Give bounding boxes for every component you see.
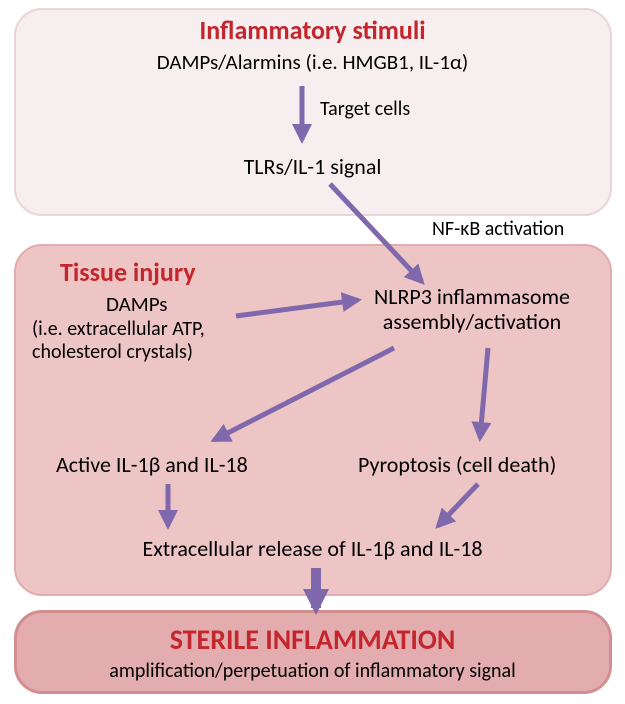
text-amplification: amplification/perpetuation of inflammato… [0,660,625,683]
title-tissue-injury: Tissue injury [60,258,196,288]
diagram-canvas: Inflammatory stimuli DAMPs/Alarmins (i.e… [0,0,625,704]
text-pyroptosis: Pyroptosis (cell death) [358,452,556,477]
text-nfkb-activation: NF-κB activation [432,218,564,241]
text-tlr-signal: TLRs/IL-1 signal [0,154,625,179]
text-release: Extracellular release of IL-1β and IL-18 [0,536,625,561]
text-target-cells: Target cells [320,98,410,121]
text-active-il: Active IL-1β and IL-18 [56,452,248,477]
text-damps-alarmins: DAMPs/Alarmins (i.e. HMGB1, IL-1α) [0,50,625,74]
title-inflammatory-stimuli: Inflammatory stimuli [0,16,625,46]
text-nlrp3: NLRP3 inflammasome assembly/activation [342,284,602,335]
text-damps-examples: (i.e. extracellular ATP, cholesterol cry… [32,318,205,364]
title-sterile-inflammation: STERILE INFLAMMATION [0,624,625,656]
text-damps: DAMPs [106,292,167,316]
